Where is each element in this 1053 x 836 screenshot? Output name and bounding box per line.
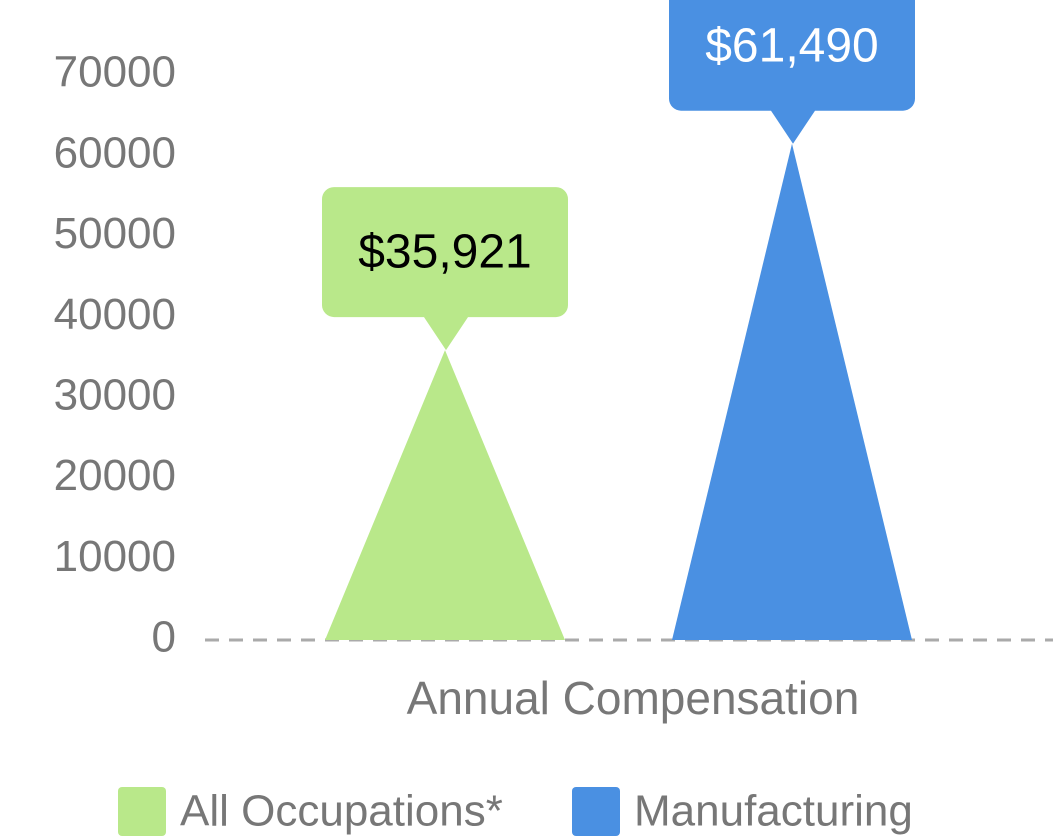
y-tick-label: 0 [152,613,176,662]
y-tick-label: 30000 [54,370,176,419]
y-tick-label: 50000 [54,209,176,258]
x-tick-label: Annual Compensation [407,672,860,724]
callout [669,0,915,144]
legend-label: Manufacturing [634,787,913,836]
legend-swatch [572,787,620,836]
legend-label: All Occupations* [180,787,503,836]
y-tick-label: 70000 [54,48,176,97]
value-label: $35,921 [358,226,532,279]
legend-swatch [118,787,166,836]
bar [325,350,565,640]
callout [322,187,568,351]
y-tick-label: 60000 [54,128,176,177]
value-label: $61,490 [705,19,879,72]
y-tick-label: 40000 [54,290,176,339]
y-tick-label: 10000 [54,532,176,581]
y-tick-label: 20000 [54,451,176,500]
bar [672,143,912,640]
